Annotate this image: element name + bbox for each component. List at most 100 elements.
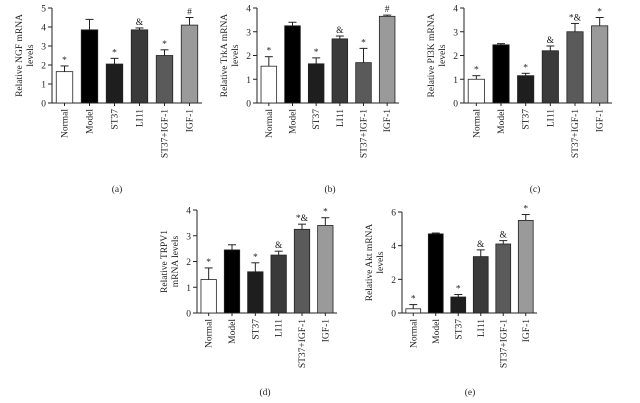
x-tick-label: LI11 (546, 109, 556, 127)
significance-label: * (411, 295, 416, 305)
error-bar (85, 18, 94, 30)
y-tick-label: 3 (453, 28, 458, 38)
y-tick-label: 5 (41, 5, 46, 15)
error-bar (264, 56, 273, 67)
significance-label: * (456, 284, 461, 294)
bar (180, 24, 199, 104)
y-axis-label: Relative PI3K mRNA (427, 13, 437, 97)
significance-label: & (477, 240, 485, 250)
x-tick-label: Normal (409, 319, 419, 348)
y-tick-label: 3 (186, 232, 191, 242)
error-bar (312, 57, 321, 64)
bar (155, 55, 174, 104)
error-bar (497, 43, 505, 45)
significance-label: * (523, 63, 528, 73)
error-bar (60, 65, 69, 72)
x-tick-label: LI11 (477, 319, 487, 337)
panel: 0 1 2 3 4 Relative TRPV1 mRNA levels Normal * Mod… (160, 207, 337, 398)
error-bar (110, 57, 119, 65)
x-tick-label: IGF-1 (186, 109, 196, 132)
significance-label: # (385, 5, 390, 15)
significance-label: & (136, 18, 144, 28)
bar (130, 29, 149, 104)
y-tick-label: 1 (41, 81, 46, 91)
error-bar (298, 223, 306, 230)
y-axis-label: levels (438, 44, 448, 66)
error-bar (160, 49, 169, 56)
y-tick-label: 3 (246, 28, 251, 38)
y-axis-label: Relative TrkA mRNA (220, 14, 230, 98)
x-tick-label: ST37+IGF-1 (298, 319, 308, 368)
error-bar (521, 214, 530, 221)
y-tick-label: 2 (41, 62, 46, 72)
error-bar (409, 304, 418, 309)
x-tick-label: Normal (205, 319, 215, 348)
significance-label: * (112, 48, 117, 58)
y-tick-label: 0 (453, 100, 458, 110)
y-tick-label: 0 (246, 100, 251, 110)
x-tick-label: LI11 (336, 109, 346, 127)
bar (517, 75, 535, 104)
significance-label: * (314, 48, 319, 58)
panel-label: (a) (112, 184, 123, 195)
bar (223, 249, 241, 314)
y-axis-label: Relative Akt mRNA (365, 224, 375, 302)
y-axis-label: levels (376, 251, 386, 273)
x-tick-label: IGF-1 (522, 319, 532, 342)
panel: 0 1 2 3 4 Relative PI3K mRNA levels Normal * Mode… (427, 5, 612, 195)
y-tick-label: 0 (41, 100, 46, 110)
x-tick-label: ST37 (454, 319, 464, 340)
significance-label: * (62, 56, 67, 66)
x-tick-label: ST37+IGF-1 (161, 109, 171, 158)
significance-label: & (547, 36, 555, 46)
y-tick-label: 4 (391, 242, 396, 252)
y-tick-label: 2 (391, 276, 396, 286)
bar (247, 271, 264, 314)
x-tick-label: ST37+IGF-1 (499, 319, 509, 368)
bar (307, 63, 325, 104)
error-bar (383, 14, 392, 17)
bar (331, 38, 349, 104)
bar (284, 25, 301, 104)
panel-label: (b) (324, 184, 335, 195)
bar (405, 308, 422, 314)
error-bar (431, 232, 440, 234)
bar (80, 29, 99, 104)
x-tick-label: Normal (472, 109, 482, 138)
significance-label: # (187, 8, 192, 18)
significance-label: & (336, 26, 344, 36)
significance-label: & (275, 241, 283, 251)
error-bar (499, 240, 508, 244)
significance-label: * (597, 8, 602, 18)
error-bar (521, 72, 530, 76)
error-bar (595, 17, 604, 26)
y-tick-label: 1 (186, 284, 191, 294)
x-tick-label: Normal (61, 109, 71, 138)
y-tick-label: 0 (391, 310, 396, 320)
significance-label: * (266, 47, 271, 57)
y-tick-label: 4 (246, 5, 251, 15)
error-bar (476, 249, 485, 257)
x-tick-label: ST37 (522, 109, 532, 130)
y-tick-label: 2 (453, 52, 458, 62)
bar (467, 78, 485, 104)
y-tick-label: 1 (453, 76, 458, 86)
error-bar (454, 293, 463, 298)
y-tick-label: 0 (186, 310, 191, 320)
error-bar (321, 217, 330, 226)
panel-label: (e) (465, 387, 476, 398)
significance-label: * (162, 40, 167, 50)
bar (270, 254, 287, 314)
bar (492, 44, 510, 104)
error-bar (288, 21, 297, 26)
y-axis-label: levels (231, 44, 241, 66)
y-axis-label: mRNA levels (171, 235, 181, 287)
x-tick-label: LI11 (136, 109, 146, 127)
significance-label: * (523, 205, 528, 215)
x-tick-label: IGF-1 (596, 109, 606, 132)
x-tick-label: Model (289, 109, 299, 134)
bar (55, 71, 74, 104)
error-bar (228, 244, 236, 250)
significance-label: * (474, 66, 479, 76)
